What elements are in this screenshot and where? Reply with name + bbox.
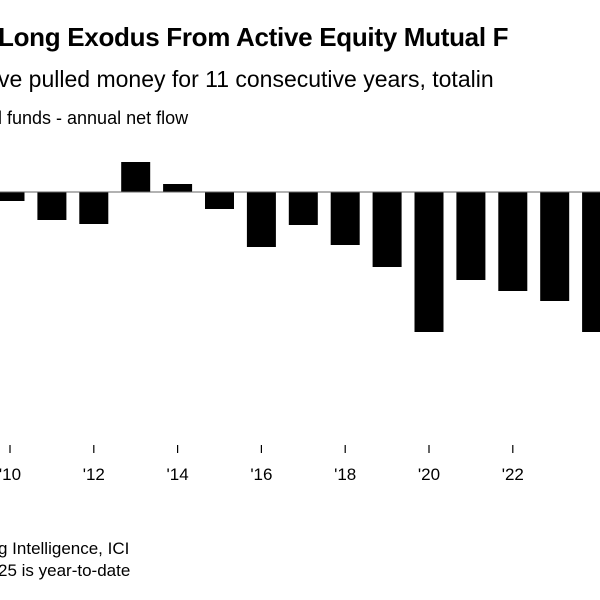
bar-2023 [540, 192, 570, 301]
bar-2013 [121, 162, 151, 192]
bar-2018 [330, 192, 360, 245]
bar-2015 [205, 192, 234, 209]
series-label: l funds - annual net flow [0, 108, 189, 128]
x-tick-label: '14 [167, 465, 189, 484]
x-tick-label: '12 [83, 465, 105, 484]
x-tick-label: '20 [418, 465, 440, 484]
bar-2012 [79, 192, 109, 224]
footnote-text: 25 is year-to-date [0, 561, 131, 580]
bar-2021 [456, 192, 486, 280]
chart-title: Long Exodus From Active Equity Mutual F [0, 22, 509, 52]
x-tick-label: '10 [0, 465, 21, 484]
x-tick-label: '22 [502, 465, 524, 484]
bar-2022 [498, 192, 528, 291]
bar-2010 [0, 192, 25, 201]
bar-2024 [582, 192, 600, 332]
x-tick-label: '16 [250, 465, 272, 484]
bar-2017 [288, 192, 318, 225]
x-tick-label: '18 [334, 465, 356, 484]
bar-2011 [37, 192, 67, 220]
chart-subtitle: ve pulled money for 11 consecutive years… [0, 66, 494, 92]
bar-2019 [372, 192, 402, 267]
bar-2016 [246, 192, 276, 247]
bar-2020 [414, 192, 444, 332]
source-text: g Intelligence, ICI [0, 539, 130, 558]
source-note: g Intelligence, ICI 25 is year-to-date [0, 538, 130, 582]
bar-2014 [163, 184, 193, 192]
